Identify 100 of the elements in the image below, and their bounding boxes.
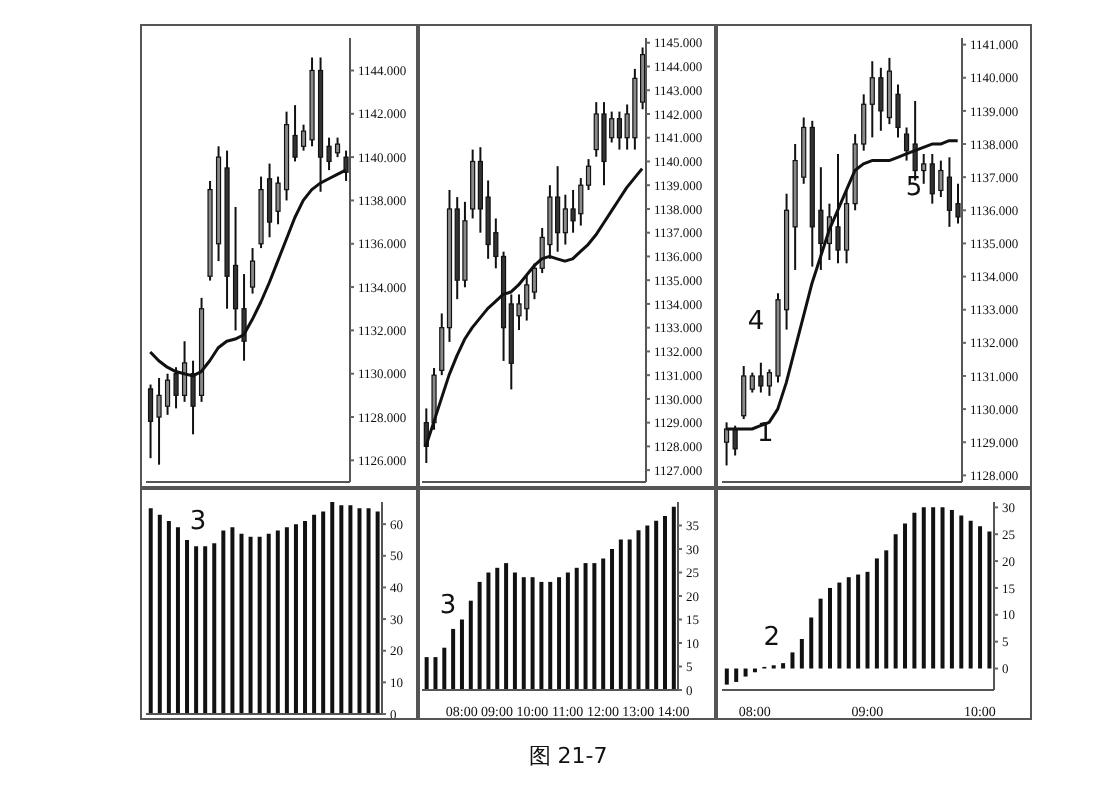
candlestick	[616, 110, 623, 151]
bar	[239, 533, 244, 714]
bar	[601, 558, 606, 690]
bar	[330, 502, 335, 714]
candlestick	[570, 188, 576, 234]
bar	[912, 512, 917, 669]
candlestick	[886, 56, 893, 126]
candlestick	[241, 273, 247, 362]
bar	[874, 558, 879, 669]
bar	[303, 520, 308, 714]
bar	[837, 582, 842, 669]
bar	[949, 510, 954, 669]
bar	[724, 668, 729, 685]
bar	[495, 567, 500, 690]
bar	[662, 516, 667, 690]
bar	[486, 572, 491, 690]
bar	[827, 587, 832, 669]
bar	[212, 543, 217, 714]
bar	[275, 530, 280, 714]
bar	[987, 531, 992, 669]
annotation: 3	[439, 591, 457, 621]
candlestick	[835, 152, 841, 265]
candlestick	[470, 148, 476, 220]
bar	[293, 524, 298, 714]
bar	[592, 563, 597, 690]
bar	[618, 539, 623, 690]
annotation: 4	[747, 307, 765, 338]
candlestick	[147, 383, 154, 460]
bar	[321, 511, 326, 714]
bar	[645, 525, 650, 690]
bar	[734, 668, 739, 682]
annotation: 5	[905, 173, 923, 204]
bar	[610, 549, 615, 690]
bar	[583, 563, 588, 690]
candlestick	[156, 377, 162, 466]
candlestick	[593, 101, 599, 158]
bar	[565, 572, 570, 690]
candlestick	[741, 365, 747, 421]
bar	[512, 572, 517, 690]
bar	[574, 567, 579, 690]
bar	[284, 527, 289, 714]
bar	[366, 508, 371, 714]
bar	[348, 505, 353, 714]
bar	[148, 508, 153, 714]
bar	[818, 598, 823, 669]
bar	[221, 530, 226, 714]
bar	[557, 577, 562, 690]
bar	[893, 534, 898, 669]
bar	[809, 617, 814, 669]
candlestick	[562, 193, 568, 246]
bar	[799, 638, 804, 669]
bar	[921, 507, 926, 669]
bar	[968, 520, 973, 669]
bar	[339, 505, 344, 714]
bar	[266, 533, 271, 714]
bar	[312, 514, 317, 714]
bar	[743, 668, 748, 677]
candlestick	[758, 361, 764, 394]
annotation: 2	[763, 623, 780, 654]
bar	[931, 507, 936, 669]
bar	[451, 628, 456, 690]
bar	[468, 600, 473, 690]
bar	[375, 511, 380, 714]
candlestick	[878, 66, 884, 132]
bar	[539, 581, 544, 690]
bar	[230, 527, 235, 714]
bar	[424, 657, 429, 690]
candlestick	[555, 165, 561, 253]
bar	[627, 539, 632, 690]
bar	[459, 619, 464, 690]
bar	[357, 508, 362, 714]
bar	[978, 526, 983, 669]
bar	[781, 663, 786, 669]
bar	[959, 515, 964, 669]
bar	[865, 571, 870, 669]
bar	[671, 506, 676, 690]
bar	[185, 539, 190, 714]
bar	[790, 652, 795, 669]
bar	[636, 530, 641, 690]
bar	[654, 520, 659, 690]
bar	[846, 577, 851, 669]
bar	[856, 574, 861, 669]
candlestick	[249, 247, 256, 295]
bar	[903, 523, 908, 669]
bar	[194, 546, 199, 714]
bar	[504, 563, 509, 690]
bar	[433, 657, 438, 690]
bar	[248, 536, 253, 714]
annotation: 3	[189, 507, 207, 538]
candlestick	[946, 156, 953, 228]
bar	[203, 546, 208, 714]
bar	[521, 577, 526, 690]
bar	[442, 647, 447, 690]
candlestick	[524, 274, 530, 322]
bar	[884, 550, 889, 669]
candlestick	[266, 162, 273, 239]
candlestick	[601, 101, 607, 187]
bar	[166, 520, 171, 714]
bar	[477, 581, 482, 690]
bar	[530, 577, 535, 690]
